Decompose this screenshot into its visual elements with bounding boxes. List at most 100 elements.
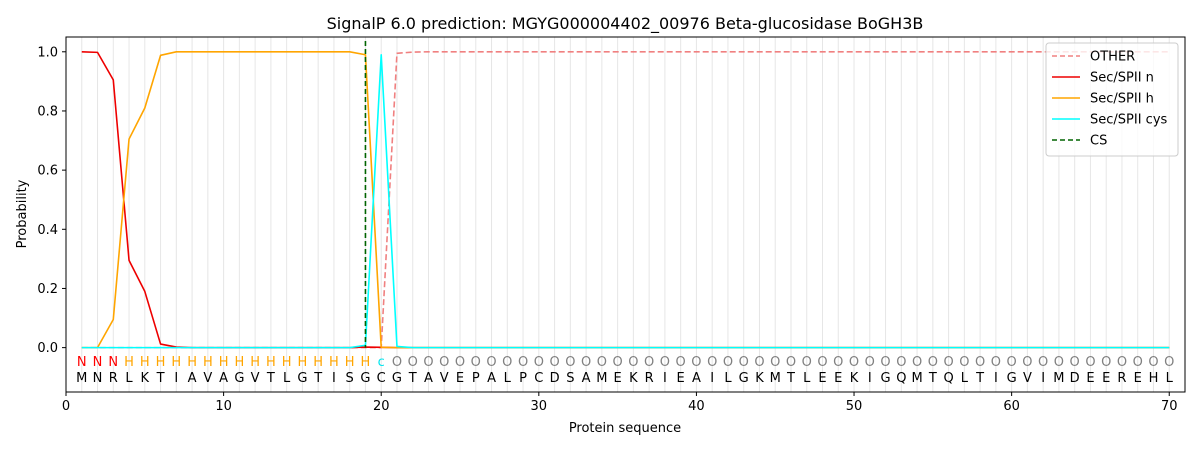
x-tick-label: 40 xyxy=(688,399,705,414)
legend-label: CS xyxy=(1090,134,1107,149)
residue-label: E xyxy=(834,371,842,386)
region-label: O xyxy=(1054,355,1064,370)
residue-label: I xyxy=(994,371,998,386)
residue-label: N xyxy=(93,371,103,386)
region-label: O xyxy=(865,355,875,370)
region-label: H xyxy=(124,355,134,370)
region-label: O xyxy=(817,355,827,370)
region-label: H xyxy=(298,355,308,370)
residue-label: A xyxy=(219,371,228,386)
x-tick-label: 50 xyxy=(846,399,863,414)
region-label: O xyxy=(896,355,906,370)
y-tick-label: 0.0 xyxy=(37,341,58,356)
region-label: O xyxy=(1148,355,1158,370)
residue-label: R xyxy=(645,371,654,386)
region-label: O xyxy=(1070,355,1080,370)
residue-label: M xyxy=(596,371,607,386)
legend-label: Sec/SPII h xyxy=(1090,92,1154,107)
residue-label: T xyxy=(928,371,937,386)
residue-label: E xyxy=(1134,371,1142,386)
region-label: O xyxy=(880,355,890,370)
residue-label: A xyxy=(692,371,701,386)
region-label: O xyxy=(644,355,654,370)
residue-label: A xyxy=(188,371,197,386)
region-label: O xyxy=(833,355,843,370)
residue-label: E xyxy=(1102,371,1110,386)
residue-label: D xyxy=(550,371,560,386)
region-label: O xyxy=(534,355,544,370)
residue-label: E xyxy=(818,371,826,386)
region-label: O xyxy=(439,355,449,370)
region-label: H xyxy=(345,355,355,370)
region-label: O xyxy=(392,355,402,370)
residue-label: H xyxy=(1149,371,1159,386)
region-label: O xyxy=(455,355,465,370)
residue-label: P xyxy=(472,371,480,386)
region-label: O xyxy=(1117,355,1127,370)
residue-label: L xyxy=(1166,371,1174,386)
region-label: H xyxy=(187,355,197,370)
region-label: N xyxy=(93,355,103,370)
region-label: O xyxy=(518,355,528,370)
region-label: H xyxy=(156,355,166,370)
residue-label: L xyxy=(803,371,811,386)
residue-label: L xyxy=(283,371,291,386)
region-label: O xyxy=(991,355,1001,370)
residue-label: M xyxy=(76,371,87,386)
residue-label: L xyxy=(125,371,133,386)
axes: 0 10 20 30 40 50 60 70 0.0 0.2 0.4 0.6 0.8 1.0 xyxy=(37,45,1177,414)
region-label: O xyxy=(1133,355,1143,370)
region-label: H xyxy=(282,355,292,370)
region-label: O xyxy=(613,355,623,370)
residue-label: I xyxy=(332,371,336,386)
residue-label: Q xyxy=(896,371,906,386)
region-label: O xyxy=(959,355,969,370)
x-tick-label: 20 xyxy=(373,399,390,414)
residue-label: G xyxy=(1007,371,1017,386)
residue-label: E xyxy=(614,371,622,386)
region-label: O xyxy=(786,355,796,370)
residue-label: T xyxy=(975,371,984,386)
x-tick-label: 30 xyxy=(531,399,548,414)
residue-label: L xyxy=(504,371,512,386)
region-label: O xyxy=(502,355,512,370)
region-label: O xyxy=(928,355,938,370)
region-label: O xyxy=(565,355,575,370)
region-label: O xyxy=(754,355,764,370)
residue-label: E xyxy=(1086,371,1094,386)
region-label: O xyxy=(802,355,812,370)
region-label: H xyxy=(250,355,260,370)
residue-label: P xyxy=(519,371,527,386)
region-label: N xyxy=(77,355,87,370)
series-lines xyxy=(81,41,1170,349)
residue-label: T xyxy=(313,371,322,386)
region-label: O xyxy=(660,355,670,370)
residue-label: G xyxy=(881,371,891,386)
residue-label: G xyxy=(234,371,244,386)
region-label: O xyxy=(912,355,922,370)
residue-label: G xyxy=(297,371,307,386)
residue-label: D xyxy=(1070,371,1080,386)
residue-label: I xyxy=(710,371,714,386)
residue-label: I xyxy=(1041,371,1045,386)
legend-label: OTHER xyxy=(1090,50,1135,65)
x-tick-label: 10 xyxy=(215,399,232,414)
region-label: O xyxy=(597,355,607,370)
residue-label: K xyxy=(755,371,764,386)
residue-label: L xyxy=(724,371,732,386)
residue-label: A xyxy=(487,371,496,386)
region-label: O xyxy=(1164,355,1174,370)
y-tick-label: 0.6 xyxy=(37,164,58,179)
chart-title: SignalP 6.0 prediction: MGYG000004402_00… xyxy=(327,14,924,34)
y-tick-label: 0.8 xyxy=(37,104,58,119)
series-line-sec-spii-cys xyxy=(81,53,1170,349)
legend: OTHER Sec/SPII n Sec/SPII h Sec/SPII cys CS xyxy=(1045,42,1179,157)
region-label: O xyxy=(739,355,749,370)
residue-label: K xyxy=(850,371,859,386)
residue-label: V xyxy=(440,371,449,386)
region-label: O xyxy=(770,355,780,370)
sequence-labels: NMNNNRHLHKHTHIHAHVHAHGHVHTHLHGHTHIHSHGcC… xyxy=(76,355,1174,386)
y-tick-label: 0.4 xyxy=(37,223,58,238)
